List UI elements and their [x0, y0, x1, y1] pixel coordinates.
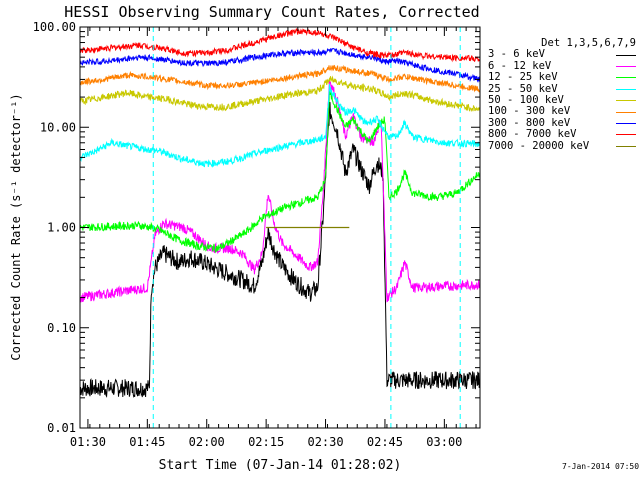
- legend-entry-label: 800 - 7000 keV: [488, 128, 577, 141]
- series-layer: [79, 28, 481, 398]
- axes: 0.01 0.10 1.00 10.00 100.00 01:30 01:45 02:00 02…: [33, 20, 480, 449]
- x-tick-label: 01:30: [70, 435, 106, 449]
- legend: Det 1,3,5,6,7,9 3 - 6 keV 6 - 12 keV 12 - …: [488, 37, 636, 152]
- legend-entry: 800 - 7000 keV: [488, 128, 636, 141]
- y-tick-label: 0.10: [47, 321, 76, 335]
- x-axis-label: Start Time (07-Jan-14 01:28:02): [159, 458, 402, 473]
- legend-entry: 300 - 800 keV: [488, 116, 636, 129]
- legend-entry: 7000 - 20000 keV: [488, 139, 636, 152]
- series-line-2: [79, 79, 481, 303]
- legend-swatch: [616, 66, 636, 68]
- x-tick-label: 02:00: [189, 435, 225, 449]
- legend-entry-label: 7000 - 20000 keV: [488, 139, 590, 152]
- legend-swatch: [616, 77, 636, 79]
- series-line-7: [79, 47, 481, 84]
- x-tick-label: 03:00: [426, 435, 462, 449]
- legend-entry-label: 300 - 800 keV: [488, 116, 571, 129]
- series-line-6: [79, 64, 481, 93]
- legend-swatch: [616, 100, 636, 102]
- y-tick-label: 100.00: [33, 20, 76, 34]
- legend-entry: 50 - 100 keV: [488, 94, 636, 107]
- x-tick-label: 01:45: [129, 435, 165, 449]
- series-line-5: [79, 75, 481, 113]
- attenuator-marks: [152, 27, 461, 428]
- series-line-8: [79, 28, 481, 63]
- legend-entry: 100 - 300 keV: [488, 106, 636, 117]
- legend-swatch: [616, 134, 636, 136]
- legend-title: Det 1,3,5,6,7,9: [541, 37, 636, 49]
- y-tick-label: 10.00: [40, 120, 76, 134]
- legend-entry-label: 3 - 6 keV: [488, 48, 545, 61]
- legend-entry-label: 25 - 50 keV: [488, 82, 558, 95]
- chart-title: HESSI Observing Summary Count Rates, Cor…: [64, 3, 479, 21]
- legend-entry: 25 - 50 keV: [488, 82, 636, 95]
- legend-entry-label: 50 - 100 keV: [488, 94, 564, 107]
- y-tick-label: 0.01: [47, 421, 76, 435]
- legend-swatch: [616, 88, 636, 90]
- series-line-1: [79, 101, 481, 398]
- y-axis-label: Corrected Count Rate (s⁻¹ detector⁻¹): [9, 93, 23, 360]
- x-tick-label: 02:45: [367, 435, 403, 449]
- legend-entry: 3 - 6 keV: [488, 48, 636, 61]
- x-tick-label: 02:15: [248, 435, 284, 449]
- legend-swatch: [616, 54, 636, 56]
- legend-entry: 6 - 12 keV: [488, 59, 636, 72]
- legend-entry-label: 12 - 25 keV: [488, 71, 558, 84]
- series-line-3: [79, 89, 481, 253]
- y-tick-label: 1.00: [47, 221, 76, 235]
- legend-swatch: [616, 145, 636, 147]
- x-tick-label: 02:30: [307, 435, 343, 449]
- legend-entries: 3 - 6 keV 6 - 12 keV 12 - 25 keV 25 - 50 ke…: [488, 48, 636, 152]
- legend-entry-label: 100 - 300 keV: [488, 105, 571, 118]
- series-line-4: [79, 84, 481, 168]
- legend-entry: 12 - 25 keV: [488, 71, 636, 84]
- legend-entry-label: 6 - 12 keV: [488, 59, 552, 72]
- legend-swatch: [616, 123, 636, 125]
- legend-swatch: [616, 111, 636, 113]
- footer-timestamp: 7-Jan-2014 07:50: [562, 462, 640, 471]
